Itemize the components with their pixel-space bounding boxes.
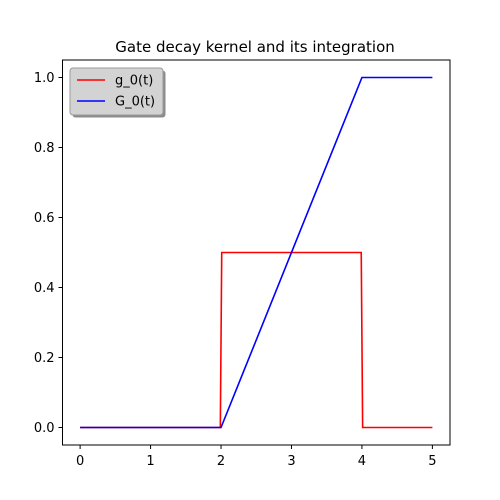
y-tick-label: 0.8	[34, 141, 55, 156]
series-line-G0	[80, 76, 433, 429]
y-tick-label: 0.2	[34, 351, 55, 366]
x-tick-label: 3	[287, 454, 295, 469]
x-tick-label: 2	[217, 454, 225, 469]
plot-area	[80, 76, 433, 429]
y-tick-label: 0.4	[34, 281, 55, 296]
y-tick-label: 1.0	[34, 71, 55, 86]
y-tick-label: 0.6	[34, 211, 55, 226]
axes-frame	[62, 59, 451, 446]
x-tick-label: 4	[358, 454, 366, 469]
axis-ticks: 0 1 2 3 4 5 0.0 0.2 0.4 0.6 0.8 1.0	[34, 71, 437, 469]
y-tick-label: 0.0	[34, 421, 55, 436]
legend-label-g0: g_0(t)	[115, 74, 153, 89]
x-tick-label: 1	[146, 454, 154, 469]
legend: g_0(t) G_0(t)	[69, 67, 166, 118]
x-tick-label: 0	[76, 454, 84, 469]
x-tick-label: 5	[428, 454, 436, 469]
chart-title: Gate decay kernel and its integration	[115, 38, 395, 56]
legend-label-G0: G_0(t)	[115, 95, 155, 110]
